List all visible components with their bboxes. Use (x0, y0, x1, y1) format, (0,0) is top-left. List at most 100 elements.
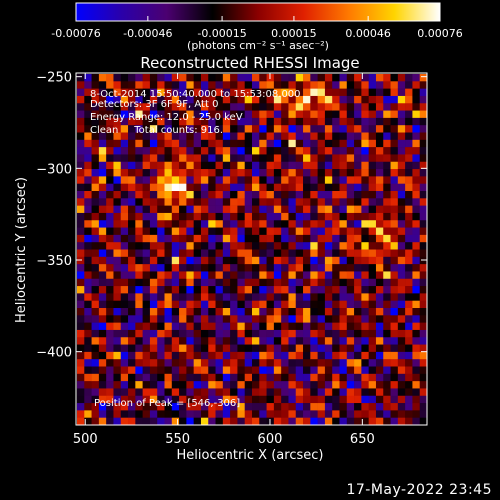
heatmap-cell (405, 351, 413, 360)
heatmap-cell (346, 161, 355, 170)
heatmap-cell (405, 147, 413, 155)
heatmap-cell (332, 81, 340, 89)
heatmap-cell (237, 81, 246, 89)
heatmap-cell (186, 81, 194, 89)
heatmap-cell (193, 242, 202, 250)
heatmap-cell (383, 410, 391, 418)
heatmap-cell (244, 125, 253, 133)
heatmap-cell (120, 205, 129, 214)
heatmap-cell (237, 403, 246, 411)
heatmap-cell (98, 293, 107, 301)
heatmap-cell (317, 373, 326, 382)
heatmap-cell (361, 293, 369, 301)
heatmap-cell (157, 300, 165, 309)
heatmap-cell (128, 271, 136, 280)
heatmap-cell (77, 191, 85, 199)
heatmap-cell (281, 169, 289, 177)
heatmap-cell (120, 308, 129, 316)
heatmap-cell (77, 88, 85, 97)
heatmap-cell (77, 132, 85, 141)
heatmap-cell (179, 147, 187, 155)
heatmap-cell (397, 81, 406, 89)
heatmap-cell (310, 344, 318, 353)
heatmap-cell (193, 293, 202, 301)
heatmap-cell (215, 359, 224, 367)
heatmap-cell (375, 81, 384, 89)
heatmap-cell (266, 117, 275, 126)
heatmap-cell (157, 308, 165, 316)
heatmap-cell (128, 417, 136, 426)
heatmap-cell (91, 242, 100, 250)
heatmap-cell (149, 95, 158, 104)
heatmap-cell (303, 81, 311, 89)
heatmap-cell (346, 183, 355, 192)
heatmap-cell (288, 403, 297, 411)
heatmap-cell (339, 220, 348, 228)
heatmap-cell (171, 88, 180, 97)
heatmap-cell (273, 395, 282, 404)
heatmap-cell (368, 125, 377, 133)
heatmap-cell (354, 300, 362, 309)
heatmap-cell (98, 381, 107, 389)
heatmap-cell (419, 183, 428, 192)
heatmap-cell (157, 373, 165, 382)
heatmap-cell (230, 256, 238, 265)
heatmap-cell (106, 249, 114, 258)
heatmap-cell (106, 256, 114, 265)
heatmap-cell (193, 139, 202, 148)
heatmap-cell (200, 176, 209, 184)
heatmap-cell (332, 256, 340, 265)
heatmap-cell (208, 286, 216, 294)
heatmap-cell (91, 198, 100, 206)
heatmap-cell (405, 249, 413, 258)
heatmap-cell (354, 88, 362, 97)
heatmap-cell (397, 161, 406, 170)
heatmap-cell (324, 95, 333, 104)
heatmap-cell (266, 132, 275, 141)
heatmap-cell (405, 373, 413, 382)
heatmap-cell (368, 410, 377, 418)
heatmap-cell (142, 395, 151, 404)
heatmap-cell (142, 212, 151, 221)
heatmap-cell (135, 388, 143, 397)
y-tick-label: −250 (36, 71, 72, 86)
heatmap-cell (317, 74, 326, 82)
heatmap-cell (171, 212, 180, 221)
heatmap-cell (259, 337, 267, 345)
heatmap-cell (149, 103, 158, 111)
heatmap-cell (361, 322, 369, 331)
heatmap-cell (157, 256, 165, 265)
heatmap-cell (135, 373, 143, 382)
heatmap-cell (244, 176, 253, 184)
heatmap-cell (171, 417, 180, 426)
heatmap-cell (346, 242, 355, 250)
heatmap-cell (390, 176, 399, 184)
heatmap-cell (222, 417, 231, 426)
heatmap-cell (412, 329, 421, 338)
heatmap-cell (266, 249, 275, 258)
heatmap-cell (193, 366, 202, 375)
heatmap-cell (419, 410, 428, 418)
heatmap-cell (77, 249, 85, 258)
heatmap-cell (354, 395, 362, 404)
heatmap-cell (419, 322, 428, 331)
heatmap-cell (142, 337, 151, 345)
heatmap-cell (193, 315, 202, 323)
y-tick-label: −300 (36, 162, 72, 177)
heatmap-cell (135, 381, 143, 389)
heatmap-cell (186, 74, 194, 82)
heatmap-cell (200, 359, 209, 367)
heatmap-cell (332, 359, 340, 367)
heatmap-cell (149, 410, 158, 418)
heatmap-cell (405, 366, 413, 375)
heatmap-cell (230, 81, 238, 89)
heatmap-cell (215, 337, 224, 345)
heatmap-cell (390, 388, 399, 397)
heatmap-cell (259, 366, 267, 375)
heatmap-cell (339, 308, 348, 316)
heatmap-cell (419, 95, 428, 104)
heatmap-cell (77, 351, 85, 360)
heatmap-cell (339, 366, 348, 375)
heatmap-cell (390, 315, 399, 323)
heatmap-cell (288, 381, 297, 389)
